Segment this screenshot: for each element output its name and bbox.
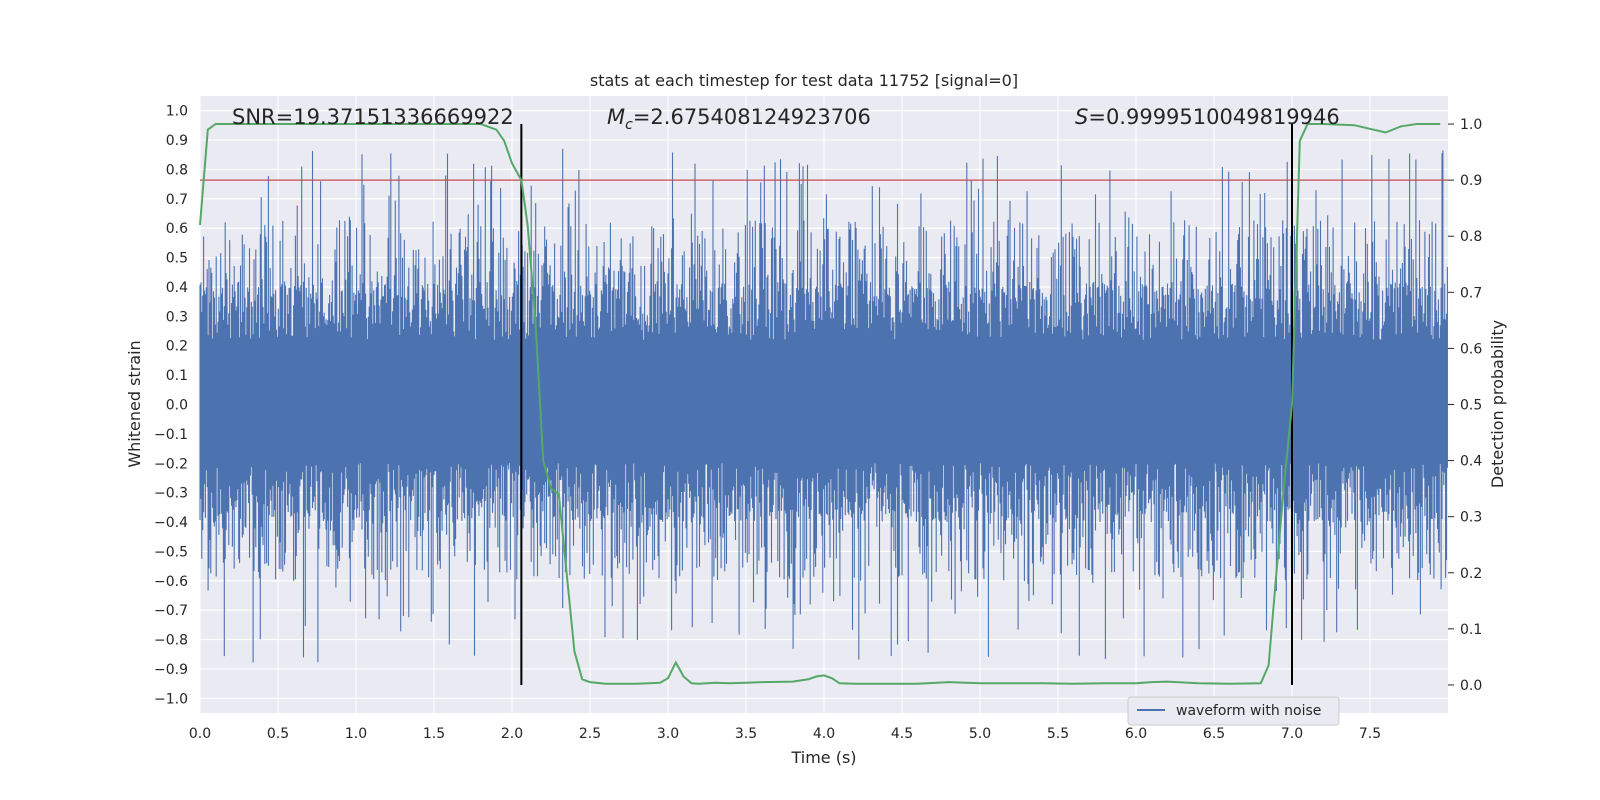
y-left-tick-label: 0.3: [166, 309, 188, 325]
y-right-tick-label: 0.0: [1460, 678, 1482, 694]
y-left-tick-label: −0.7: [154, 603, 188, 619]
y-left-tick-label: 0.4: [166, 280, 188, 296]
y-right-tick-label: 0.9: [1460, 173, 1482, 189]
mc-value: =2.675408124923706: [633, 105, 871, 129]
y-left-tick-label: −0.5: [154, 544, 188, 560]
x-axis-ticks: 0.0 0.5 1.0 1.5 2.0 2.5 3.0 3.5 4.0 4.5 5.0 5.5 6.0 6…: [189, 726, 1381, 742]
y-left-tick-label: −1.0: [154, 691, 188, 707]
x-tick-label: 1.5: [423, 726, 445, 742]
waveform-trace: [199, 148, 1448, 663]
y-left-tick-label: 0.0: [166, 398, 188, 414]
y-left-tick-label: 0.8: [166, 162, 188, 178]
x-tick-label: 0.0: [189, 726, 211, 742]
chart-title: stats at each timestep for test data 117…: [590, 71, 1018, 90]
legend-box: [1127, 696, 1340, 726]
y-left-tick-label: −0.1: [154, 427, 188, 443]
x-tick-label: 7.5: [1359, 726, 1381, 742]
y-left-axis-label: Whitened strain: [125, 340, 144, 467]
y-left-tick-label: 0.1: [166, 368, 188, 384]
x-tick-label: 6.5: [1203, 726, 1225, 742]
detection-probability-series: [199, 123, 1441, 685]
y-right-axis-label: Detection probability: [1488, 320, 1507, 488]
s-symbol: S: [1075, 105, 1088, 129]
mc-symbol: M: [607, 105, 625, 129]
y-left-tick-label: 0.5: [166, 251, 188, 267]
y-right-tick-label: 0.3: [1460, 510, 1482, 526]
y-left-tick-label: −0.6: [154, 574, 188, 590]
y-left-tick-label: −0.8: [154, 633, 188, 649]
mc-annotation: Mc=2.675408124923706: [607, 105, 871, 133]
x-tick-label: 1.0: [345, 726, 367, 742]
y-right-tick-label: 1.0: [1460, 117, 1482, 133]
snr-annotation: SNR=19.37151336669922: [232, 105, 514, 129]
x-tick-label: 5.0: [969, 726, 991, 742]
legend: waveform with noise: [1127, 696, 1340, 726]
waveform-series: [199, 148, 1448, 663]
x-tick-label: 6.0: [1125, 726, 1147, 742]
x-tick-label: 4.5: [891, 726, 913, 742]
y-left-tick-label: −0.4: [154, 515, 188, 531]
x-tick-label: 0.5: [267, 726, 289, 742]
s-annotation: S=0.9999510049819946: [1075, 105, 1340, 129]
x-axis-label: Time (s): [790, 748, 856, 767]
y-right-tick-label: 0.8: [1460, 229, 1482, 245]
y-left-tick-label: 0.9: [166, 133, 188, 149]
x-tick-label: 3.5: [735, 726, 757, 742]
y-right-axis-ticks: 1.0 0.9 0.8 0.7 0.6 0.5 0.4 0.3 0.2 0.1 0.0: [1448, 117, 1482, 694]
y-left-tick-label: −0.3: [154, 486, 188, 502]
y-right-tick-label: 0.1: [1460, 622, 1482, 638]
y-left-tick-label: −0.9: [154, 662, 188, 678]
mc-subscript: c: [625, 117, 633, 133]
x-tick-label: 2.0: [501, 726, 523, 742]
y-right-tick-label: 0.5: [1460, 398, 1482, 414]
x-tick-label: 7.0: [1281, 726, 1303, 742]
y-left-tick-label: 0.2: [166, 339, 188, 355]
y-left-tick-label: 0.6: [166, 221, 188, 237]
legend-label: waveform with noise: [1176, 703, 1321, 719]
y-left-tick-label: 1.0: [166, 104, 188, 120]
x-tick-label: 3.0: [657, 726, 679, 742]
x-tick-label: 4.0: [813, 726, 835, 742]
x-tick-label: 2.5: [579, 726, 601, 742]
y-right-tick-label: 0.2: [1460, 566, 1482, 582]
y-left-tick-label: −0.2: [154, 456, 188, 472]
x-tick-label: 5.5: [1047, 726, 1069, 742]
s-value: =0.9999510049819946: [1088, 105, 1339, 129]
y-left-tick-label: 0.7: [166, 192, 188, 208]
y-right-tick-label: 0.7: [1460, 285, 1482, 301]
y-left-axis-ticks: 1.0 0.9 0.8 0.7 0.6 0.5 0.4 0.3 0.2 0.1 0.0 −0.1 −0.…: [154, 104, 188, 708]
y-right-tick-label: 0.4: [1460, 454, 1482, 470]
y-right-tick-label: 0.6: [1460, 341, 1482, 357]
